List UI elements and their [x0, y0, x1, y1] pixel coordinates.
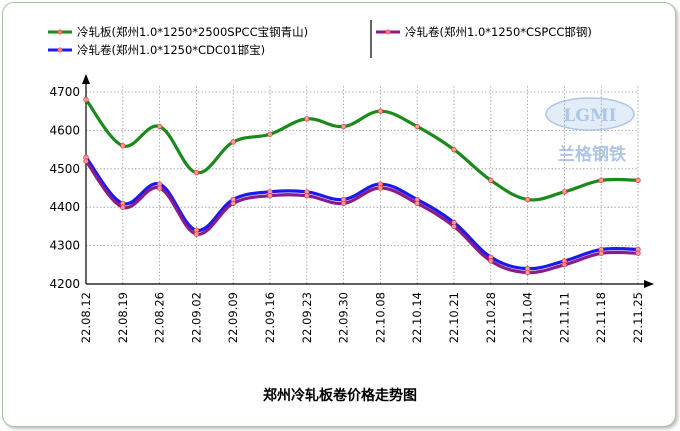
data-point-series-0 [488, 177, 494, 183]
y-tick-label: 4700 [49, 85, 80, 99]
data-point-series-1 [267, 193, 273, 199]
data-point-series-1 [451, 223, 457, 230]
series-lines [84, 98, 640, 275]
x-tick-label: 22.11.11 [557, 292, 571, 343]
data-point-series-0 [340, 123, 347, 130]
data-point-series-0 [561, 189, 568, 195]
data-point-series-1 [156, 185, 163, 191]
data-point-series-1 [230, 200, 236, 207]
legend-item-series-1: 冷轧卷(郑州1.0*1250*CSPCC邯钢) [376, 25, 592, 39]
legend-label-series-1: 冷轧卷(郑州1.0*1250*CSPCC邯钢) [405, 25, 592, 39]
data-point-series-1 [83, 158, 89, 164]
x-tick-label: 22.11.04 [521, 292, 535, 343]
x-tick-label: 22.09.16 [263, 292, 277, 343]
legend-marker-series-2 [57, 47, 63, 53]
data-point-series-0 [267, 131, 273, 137]
watermark: LGMI 兰格钢铁 [545, 97, 635, 165]
chart-title: 郑州冷轧板卷价格走势图 [263, 387, 417, 404]
data-point-series-1 [561, 262, 568, 268]
x-tick-label: 22.10.08 [373, 292, 387, 343]
x-tick-label: 22.08.26 [153, 292, 167, 343]
legend-item-series-2: 冷轧卷(郑州1.0*1250*CDC01邯宝) [48, 43, 265, 57]
x-tick-labels: 22.08.12 22.08.19 22.08.26 22.09.02 22.09.09… [79, 292, 645, 343]
y-tick-label: 4600 [49, 123, 80, 137]
y-tick-label: 4200 [49, 277, 80, 291]
x-tick-label: 22.11.25 [631, 292, 645, 343]
data-point-series-0 [524, 196, 531, 203]
series-line-1 [84, 159, 640, 275]
data-point-series-0 [156, 123, 163, 130]
watermark-brand-text: 兰格钢铁 [558, 144, 626, 165]
data-point-series-1 [340, 200, 347, 207]
data-point-series-1 [488, 258, 494, 264]
legend-item-series-0: 冷轧板(郑州1.0*1250*2500SPCC宝钢青山) [48, 25, 308, 39]
y-axis-arrow [82, 74, 90, 84]
series-points [83, 97, 641, 276]
data-point-series-0 [414, 123, 420, 130]
watermark-logo-text: LGMI [563, 106, 616, 126]
series-line-0 [84, 98, 640, 202]
x-axis-arrow [644, 280, 654, 288]
data-point-series-0 [377, 108, 384, 114]
legend-label-series-0: 冷轧板(郑州1.0*1250*2500SPCC宝钢青山) [77, 25, 308, 39]
series-line-2 [84, 155, 640, 271]
data-point-series-0 [120, 143, 126, 149]
data-point-series-1 [635, 250, 641, 256]
x-tick-label: 22.10.21 [447, 292, 461, 343]
x-tick-label: 22.08.12 [79, 292, 93, 343]
data-point-series-1 [193, 231, 200, 237]
legend-marker-series-1 [385, 29, 391, 35]
y-tick-label: 4400 [49, 200, 80, 214]
data-point-series-0 [193, 169, 200, 176]
x-tick-label: 22.09.23 [300, 292, 314, 343]
data-point-series-1 [304, 193, 310, 199]
legend: 冷轧板(郑州1.0*1250*2500SPCC宝钢青山) 冷轧卷(郑州1.0*1… [48, 20, 592, 58]
data-point-series-0 [598, 177, 604, 183]
y-tick-labels: 4200 4300 4400 4500 4600 4700 [49, 85, 80, 291]
axes [82, 74, 654, 288]
data-point-series-1 [377, 185, 384, 191]
y-tick-label: 4300 [49, 239, 80, 253]
x-tick-label: 22.09.09 [226, 292, 240, 343]
data-point-series-0 [230, 139, 236, 145]
x-tick-label: 22.10.28 [484, 292, 498, 343]
grid [86, 86, 639, 284]
chart-frame [2, 2, 676, 427]
data-point-series-1 [524, 269, 531, 276]
x-tick-label: 22.09.02 [189, 292, 203, 343]
legend-marker-series-0 [57, 29, 63, 35]
data-point-series-0 [635, 177, 641, 183]
data-point-series-1 [120, 204, 126, 210]
x-tick-label: 22.10.14 [410, 292, 424, 343]
data-point-series-1 [598, 250, 604, 256]
y-tick-label: 4500 [49, 162, 80, 176]
x-tick-label: 22.11.18 [594, 292, 608, 343]
data-point-series-0 [83, 97, 89, 103]
data-point-series-0 [451, 146, 457, 153]
x-tick-label: 22.08.19 [116, 292, 130, 343]
data-point-series-0 [304, 116, 310, 122]
data-point-series-1 [414, 200, 420, 207]
x-tick-label: 22.09.30 [337, 292, 351, 343]
legend-label-series-2: 冷轧卷(郑州1.0*1250*CDC01邯宝) [77, 43, 265, 57]
